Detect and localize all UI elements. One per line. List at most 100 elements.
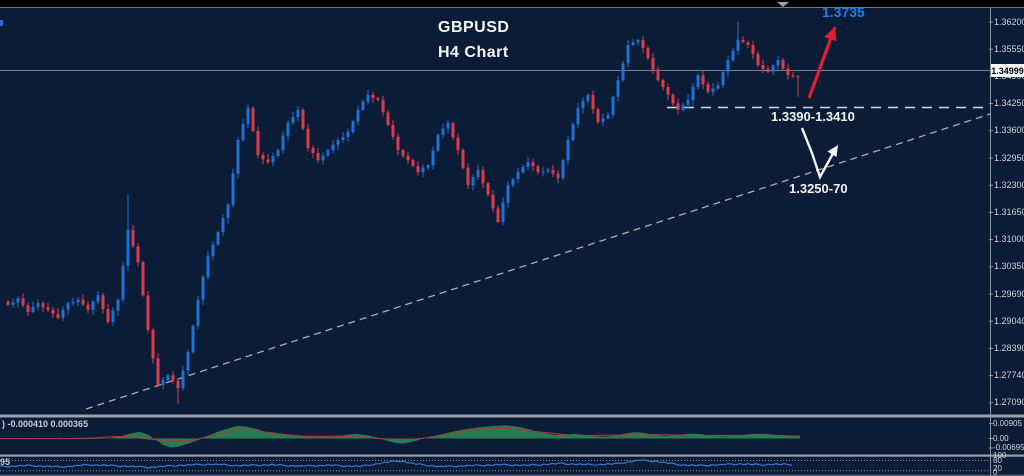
- macd-histogram-bar: [208, 435, 210, 439]
- candle-body: [586, 94, 590, 101]
- macd-histogram-bar: [678, 434, 680, 439]
- macd-histogram-bar: [468, 428, 470, 439]
- macd-histogram-bar: [684, 434, 686, 439]
- macd-histogram-bar: [776, 434, 778, 439]
- panel-separator[interactable]: [0, 454, 1024, 457]
- candle-body: [141, 262, 145, 296]
- candle-body: [631, 42, 635, 46]
- macd-histogram-bar: [650, 434, 652, 439]
- candle-body: [746, 42, 750, 46]
- candle-body: [116, 299, 120, 311]
- macd-histogram-bar: [782, 435, 784, 439]
- current-price-box: 1.34999: [991, 64, 1024, 77]
- macd-histogram-bar: [342, 435, 344, 439]
- macd-histogram-bar: [750, 434, 752, 439]
- macd-histogram-bar: [450, 432, 452, 439]
- macd-histogram-bar: [576, 434, 578, 439]
- macd-histogram-bar: [180, 438, 182, 446]
- price-axis-label: 1.31000: [994, 234, 1024, 245]
- candle-body: [471, 177, 475, 186]
- candle-body: [566, 139, 570, 161]
- macd-histogram-bar: [412, 438, 414, 442]
- macd-histogram-bar: [400, 438, 402, 444]
- macd-histogram-bar: [368, 435, 370, 439]
- macd-histogram-bar: [388, 438, 390, 442]
- macd-histogram-bar: [654, 434, 656, 439]
- macd-histogram-bar: [298, 436, 300, 439]
- macd-histogram-bar: [240, 426, 242, 439]
- macd-histogram-bar: [268, 432, 270, 439]
- macd-histogram-bar: [686, 433, 688, 439]
- macd-histogram-bar: [696, 433, 698, 439]
- macd-histogram-bar: [770, 434, 772, 439]
- macd-histogram-bar: [154, 438, 156, 440]
- candle-body: [366, 94, 370, 102]
- macd-histogram-bar: [760, 433, 762, 439]
- macd-histogram-bar: [726, 436, 728, 439]
- macd-histogram-bar: [798, 436, 800, 439]
- macd-histogram-bar: [324, 437, 326, 439]
- macd-histogram-bar: [234, 426, 236, 439]
- macd-histogram-bar: [788, 435, 790, 439]
- candle-body: [151, 329, 155, 359]
- candle-body: [86, 304, 90, 310]
- stoch-axis-label: 0: [993, 467, 998, 476]
- candle-body: [246, 108, 250, 125]
- macd-indicator-label: ) -0.000410 0.000365: [2, 419, 89, 429]
- candle-body: [146, 295, 150, 330]
- macd-histogram-bar: [440, 434, 442, 439]
- stoch-axis-label: 80: [993, 455, 1002, 465]
- macd-histogram-bar: [558, 434, 560, 439]
- panel-separator[interactable]: [0, 414, 1024, 418]
- chart-shift-marker-icon[interactable]: [777, 2, 789, 7]
- macd-histogram-bar: [658, 435, 660, 439]
- macd-histogram-bar: [772, 434, 774, 439]
- macd-histogram-bar: [574, 433, 576, 439]
- macd-histogram-bar: [222, 430, 224, 439]
- macd-histogram-bar: [718, 436, 720, 439]
- macd-histogram-bar: [628, 433, 630, 439]
- macd-histogram-bar: [438, 434, 440, 439]
- candle-body: [321, 155, 325, 161]
- macd-histogram-bar: [252, 428, 254, 439]
- macd-histogram-bar: [730, 435, 732, 439]
- macd-histogram-bar: [266, 432, 268, 439]
- macd-histogram-bar: [276, 433, 278, 439]
- candle-body: [731, 50, 735, 61]
- candle-body: [31, 306, 35, 312]
- candle-body: [616, 80, 620, 97]
- macd-histogram-bar: [332, 436, 334, 439]
- macd-histogram-bar: [642, 432, 644, 439]
- macd-histogram-bar: [358, 434, 360, 439]
- macd-histogram-bar: [338, 436, 340, 439]
- macd-histogram-bar: [592, 436, 594, 439]
- macd-histogram-bar: [330, 436, 332, 439]
- candle-body: [261, 155, 265, 160]
- macd-histogram-bar: [232, 427, 234, 439]
- macd-histogram-bar: [792, 436, 794, 439]
- candle-body: [431, 150, 435, 166]
- candle-body: [791, 75, 795, 77]
- candle-body: [711, 88, 715, 92]
- candle-body: [211, 244, 215, 256]
- macd-histogram-bar: [542, 433, 544, 439]
- candle-body: [541, 171, 545, 173]
- macd-histogram-bar: [174, 438, 176, 448]
- macd-histogram-bar: [248, 427, 250, 439]
- macd-histogram-bar: [260, 430, 262, 439]
- candle-body: [51, 309, 55, 314]
- ascending-trendline[interactable]: [85, 113, 991, 410]
- macd-histogram-bar: [470, 428, 472, 439]
- macd-histogram-bar: [676, 435, 678, 439]
- macd-histogram-bar: [162, 438, 164, 445]
- candle-body: [741, 39, 745, 43]
- support-zone-label: 1.3250-70: [789, 181, 848, 196]
- macd-histogram-bar: [698, 434, 700, 439]
- macd-histogram-bar: [444, 433, 446, 439]
- candle-body: [316, 152, 320, 161]
- macd-histogram-bar: [552, 434, 554, 439]
- candle-body: [751, 45, 755, 55]
- candle-body: [21, 298, 25, 306]
- candle-body: [736, 39, 740, 51]
